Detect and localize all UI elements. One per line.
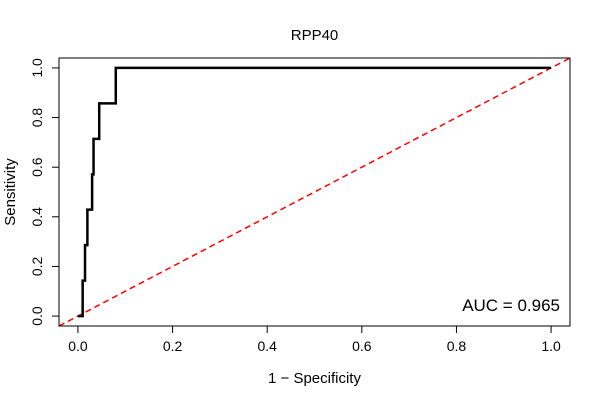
x-tick-label: 1.0 <box>541 338 561 354</box>
y-axis-label: Sensitivity <box>2 158 19 226</box>
y-tick-label: 0.6 <box>29 157 45 177</box>
y-tick-label: 0.4 <box>29 207 45 227</box>
y-tick-label: 0.0 <box>29 306 45 326</box>
x-tick-label: 0.8 <box>447 338 467 354</box>
chart-title: RPP40 <box>291 27 339 44</box>
x-tick-label: 0.2 <box>163 338 183 354</box>
y-tick-label: 0.8 <box>29 108 45 128</box>
y-axis: 0.0 0.2 0.4 0.6 0.8 1.0 <box>29 58 60 326</box>
x-tick-label: 0.0 <box>68 338 88 354</box>
plot-frame <box>58 57 571 327</box>
x-tick-label: 0.6 <box>352 338 372 354</box>
x-axis-label: 1 − Specificity <box>268 370 361 387</box>
roc-curve-line <box>77 66 552 318</box>
x-tick-label: 0.4 <box>257 338 277 354</box>
reference-diagonal-line <box>58 57 571 327</box>
plot-series <box>58 57 571 327</box>
y-tick-label: 0.2 <box>29 257 45 277</box>
auc-annotation: AUC = 0.965 <box>462 296 560 315</box>
x-axis: 0.0 0.2 0.4 0.6 0.8 1.0 <box>68 325 561 354</box>
y-tick-label: 1.0 <box>29 58 45 78</box>
